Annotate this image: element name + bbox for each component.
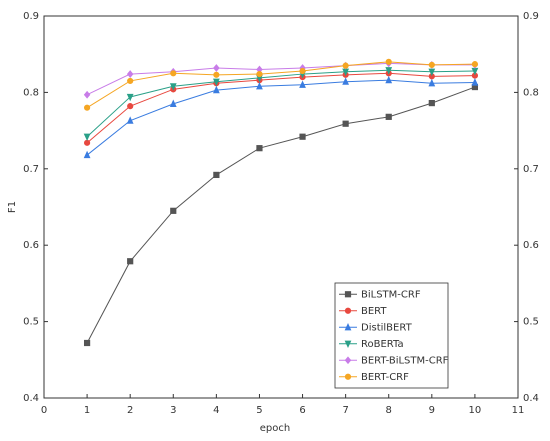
- marker: [170, 207, 177, 214]
- x-tick-label: 4: [213, 405, 219, 416]
- marker: [126, 70, 134, 78]
- marker: [213, 64, 220, 72]
- marker: [342, 77, 350, 85]
- marker: [127, 77, 134, 85]
- marker: [256, 70, 263, 78]
- marker: [428, 68, 436, 77]
- marker: [385, 75, 393, 84]
- marker: [344, 340, 352, 349]
- marker: [256, 81, 263, 90]
- marker: [385, 113, 392, 120]
- marker: [344, 307, 352, 314]
- marker: [299, 67, 306, 75]
- y-tick-label: 0.9: [23, 11, 39, 22]
- marker: [471, 61, 479, 68]
- x-tick-label: 0: [41, 405, 47, 416]
- marker: [471, 78, 479, 86]
- marker: [213, 71, 220, 78]
- marker: [169, 83, 177, 91]
- y-tick-label: 0.7: [23, 164, 39, 175]
- marker: [344, 291, 352, 298]
- series-line: [86, 79, 475, 156]
- marker: [212, 85, 220, 94]
- legend: BiLSTM-CRF BERT DistilBERT RoBERTa BERT-BiLS…: [334, 282, 449, 389]
- marker: [83, 90, 91, 99]
- y-axis-label: F1: [7, 201, 18, 213]
- y2-tick-label: 0.6: [523, 240, 539, 251]
- marker: [385, 67, 393, 75]
- marker: [385, 58, 392, 65]
- x-axis-label: epoch: [260, 423, 290, 434]
- y-tick-label: 0.6: [23, 240, 39, 251]
- legend-label: BiLSTM-CRF: [361, 289, 421, 300]
- x-tick-label: 5: [256, 405, 262, 416]
- marker: [83, 104, 91, 111]
- marker: [299, 80, 306, 88]
- marker: [344, 373, 352, 380]
- legend-label: RoBERTa: [361, 339, 404, 350]
- marker: [170, 70, 177, 77]
- x-tick-label: 8: [386, 405, 392, 416]
- marker: [428, 61, 435, 68]
- marker: [428, 78, 436, 87]
- y2-tick-label: 0.4: [523, 393, 539, 404]
- marker: [428, 99, 435, 107]
- marker: [212, 78, 220, 87]
- marker: [127, 258, 134, 265]
- x-tick-label: 1: [84, 405, 90, 416]
- marker: [344, 322, 352, 331]
- marker: [299, 133, 306, 140]
- legend-label: BERT-CRF: [361, 372, 409, 383]
- y-tick-label: 0.5: [23, 317, 39, 328]
- marker: [126, 116, 134, 124]
- plot-frame: [43, 15, 519, 399]
- y2-tick-label: 0.8: [523, 87, 539, 98]
- marker: [127, 103, 134, 110]
- x-tick-label: 6: [299, 405, 305, 416]
- marker: [169, 99, 177, 107]
- legend-label: BERT-BiLSTM-CRF: [361, 355, 449, 366]
- series-line: [86, 86, 476, 344]
- legend-label: BERT: [361, 306, 387, 317]
- x-tick-label: 7: [342, 405, 348, 416]
- series-line: [86, 61, 475, 109]
- legend-box: [334, 282, 449, 389]
- marker: [83, 133, 91, 142]
- y2-tick-label: 0.7: [523, 164, 539, 175]
- y2-tick-label: 0.5: [523, 317, 539, 328]
- y-tick-label: 0.8: [23, 87, 39, 98]
- marker: [256, 145, 263, 152]
- legend-label: DistilBERT: [361, 322, 413, 333]
- x-tick-label: 2: [127, 405, 133, 416]
- marker: [213, 171, 220, 179]
- marker: [342, 120, 349, 127]
- series-line: [86, 69, 475, 138]
- x-tick-label: 10: [469, 405, 482, 416]
- marker: [344, 356, 352, 365]
- marker: [83, 150, 91, 159]
- marker: [126, 93, 134, 102]
- y2-tick-label: 0.9: [523, 11, 539, 22]
- marker: [83, 339, 91, 347]
- x-tick-label: 9: [429, 405, 435, 416]
- series-line: [86, 72, 475, 144]
- x-tick-label: 3: [170, 405, 176, 416]
- x-tick-label: 11: [512, 405, 525, 416]
- marker: [342, 62, 349, 69]
- series-line: [86, 62, 475, 96]
- y-tick-label: 0.4: [23, 393, 39, 404]
